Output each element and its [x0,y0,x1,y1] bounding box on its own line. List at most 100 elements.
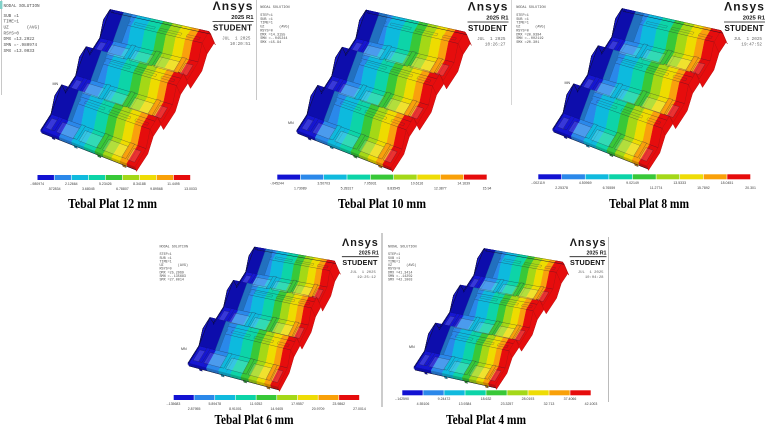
svg-text:Λnsys: Λnsys [342,237,379,249]
svg-text:17.9557: 17.9557 [291,402,304,406]
svg-text:STUDENT: STUDENT [468,24,507,33]
svg-text:5.23426: 5.23426 [99,182,112,186]
svg-text:STEP=1: STEP=1 [160,253,172,257]
svg-text:SUB =1: SUB =1 [388,257,400,261]
svg-text:STUDENT: STUDENT [342,258,378,267]
svg-text:MN: MN [409,345,415,349]
svg-text:JUL 1 2025: JUL 1 2025 [350,271,376,275]
svg-text:-.135683: -.135683 [166,402,180,406]
svg-text:27.0014: 27.0014 [353,407,366,411]
svg-text:10:26:27: 10:26:27 [485,43,506,48]
svg-text:7.05931: 7.05931 [364,182,377,186]
svg-text:SMN =-.002119: SMN =-.002119 [516,37,543,41]
svg-text:DMX =14.3155: DMX =14.3155 [260,33,285,37]
svg-text:10:04:28: 10:04:28 [585,276,604,280]
svg-text:3.68045: 3.68045 [82,187,95,191]
svg-text:SUB =1: SUB =1 [260,18,273,22]
svg-text:Tebal Plat 12 mm: Tebal Plat 12 mm [68,196,157,211]
svg-text:15.94: 15.94 [483,186,492,190]
svg-text:6.78807: 6.78807 [116,187,129,191]
svg-text:2025 R1: 2025 R1 [586,250,606,256]
svg-text:10:20:51: 10:20:51 [230,42,251,47]
svg-text:TIME=1: TIME=1 [4,20,20,25]
svg-text:STEP=1: STEP=1 [516,14,529,18]
svg-text:STEP=1: STEP=1 [260,14,273,18]
svg-text:18.0451: 18.0451 [721,181,734,185]
svg-text:20.9709: 20.9709 [312,407,325,411]
svg-text:SMN =-.135683: SMN =-.135683 [160,275,186,279]
svg-text:Λnsys: Λnsys [570,237,607,249]
svg-text:.572834: .572834 [48,187,61,191]
svg-text:DMX =20.9394: DMX =20.9394 [516,33,541,37]
svg-text:SUB =1: SUB =1 [516,18,529,22]
svg-text:SMX =42.1003: SMX =42.1003 [388,279,412,283]
svg-text:TIME=1: TIME=1 [160,260,172,264]
svg-text:Λnsys: Λnsys [468,0,509,13]
svg-text:Λnsys: Λnsys [724,0,765,13]
svg-text:20.301: 20.301 [745,186,756,190]
svg-text:SUB =1: SUB =1 [4,14,20,19]
svg-text:JUL 1 2025: JUL 1 2025 [734,37,763,42]
svg-text:-.142590: -.142590 [395,397,409,401]
svg-text:18.632: 18.632 [481,397,492,401]
svg-text:4.50969: 4.50969 [579,181,592,185]
svg-text:SMX =15.94: SMX =15.94 [260,41,281,45]
svg-text:SMX =27.0014: SMX =27.0014 [160,279,184,283]
svg-text:32.713: 32.713 [544,402,555,406]
svg-text:STUDENT: STUDENT [570,258,606,267]
svg-text:11.4495: 11.4495 [167,182,179,186]
svg-text:DMX =25.2969: DMX =25.2969 [160,271,184,275]
svg-text:9.24472: 9.24472 [438,397,451,401]
svg-text:19:47:52: 19:47:52 [741,43,762,48]
svg-text:8.83545: 8.83545 [387,186,400,190]
svg-text:NODAL SOLUTION: NODAL SOLUTION [260,6,289,10]
svg-text:11.2774: 11.2774 [650,186,662,190]
svg-text:DMX =13.2022: DMX =13.2022 [4,37,35,42]
svg-text:13.5333: 13.5333 [673,181,686,185]
svg-text:13.0033: 13.0033 [184,187,197,191]
svg-text:28.0193: 28.0193 [522,397,535,401]
svg-text:1.73089: 1.73089 [294,186,307,190]
svg-text:RSYS=0: RSYS=0 [516,30,529,34]
svg-text:13.9384: 13.9384 [459,402,472,406]
svg-text:MN: MN [565,81,571,85]
svg-text:SMX =13.0033: SMX =13.0033 [4,49,35,54]
svg-text:RSYS=0: RSYS=0 [4,31,20,36]
svg-text:JUL 1 2025: JUL 1 2025 [222,37,251,42]
svg-text:11.9252: 11.9252 [250,402,262,406]
svg-text:14.9405: 14.9405 [270,407,283,411]
svg-text:JUL 1 2025: JUL 1 2025 [578,271,604,275]
svg-text:STUDENT: STUDENT [213,24,252,33]
svg-text:19:25:12: 19:25:12 [357,276,376,280]
svg-text:5.89478: 5.89478 [208,402,221,406]
svg-text:10.6116: 10.6116 [411,182,423,186]
svg-text:15.7892: 15.7892 [697,186,710,190]
svg-text:42.1003: 42.1003 [585,402,598,406]
svg-text:RSYS=0: RSYS=0 [160,268,172,272]
svg-text:TIME=1: TIME=1 [260,22,273,26]
svg-text:14.1639: 14.1639 [457,182,470,186]
svg-text:37.4066: 37.4066 [564,397,577,401]
svg-text:JUL 1 2025: JUL 1 2025 [477,37,506,42]
svg-text:2.87955: 2.87955 [188,407,201,411]
svg-text:3.50703: 3.50703 [317,182,330,186]
svg-text:2.25378: 2.25378 [555,186,568,190]
svg-text:SMN =-.14259: SMN =-.14259 [388,275,412,279]
svg-text:MN: MN [53,82,59,86]
svg-text:STUDENT: STUDENT [725,24,764,33]
svg-text:NODAL SOLUTION: NODAL SOLUTION [388,245,417,249]
svg-text:9.02149: 9.02149 [626,181,639,185]
svg-text:2025 R1: 2025 R1 [359,250,379,256]
svg-text:23.3257: 23.3257 [501,402,514,406]
svg-text:-.980974: -.980974 [30,182,44,186]
svg-text:23.9862: 23.9862 [332,402,345,406]
svg-text:5.28317: 5.28317 [341,186,354,190]
svg-text:4.55106: 4.55106 [417,402,430,406]
svg-text:2025 R1: 2025 R1 [486,15,509,21]
svg-text:SUB =1: SUB =1 [160,257,172,261]
svg-text:-.002119: -.002119 [531,181,545,185]
svg-text:UZ (AVG): UZ (AVG) [388,263,417,268]
svg-text:-.045244: -.045244 [270,182,284,186]
svg-text:2025 R1: 2025 R1 [231,15,254,21]
svg-text:2025 R1: 2025 R1 [743,15,766,21]
